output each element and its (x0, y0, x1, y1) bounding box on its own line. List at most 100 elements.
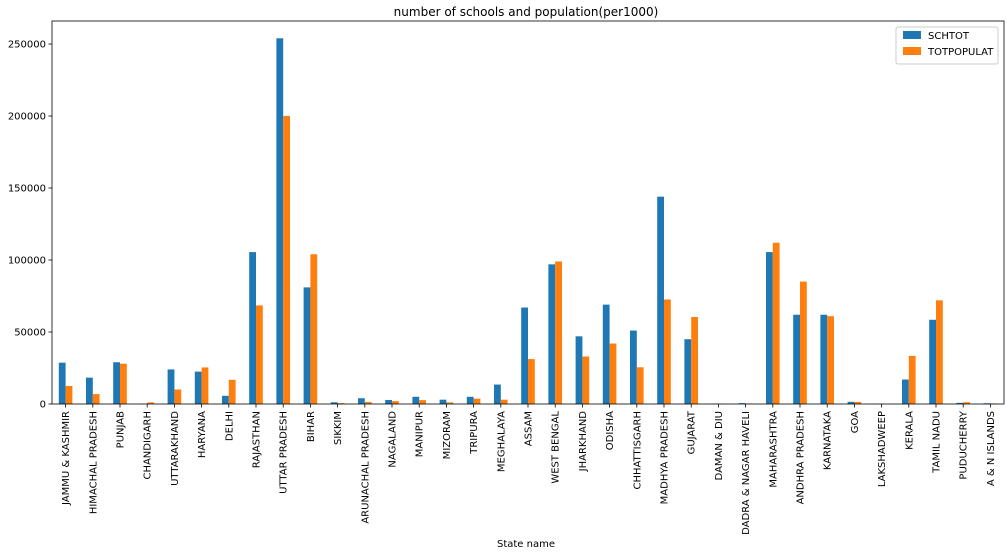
bar-totpopulat-14 (446, 402, 454, 404)
bar-totpopulat-26 (772, 242, 780, 404)
chart-title: number of schools and population(per1000… (394, 5, 659, 19)
bar-schtot-21 (630, 330, 637, 404)
x-axis: JAMMU & KASHMIR HIMACHAL PRADESH PUNJAB CHA… (61, 404, 997, 535)
bar-schtot-1 (86, 377, 93, 404)
plot-frame (51, 20, 1005, 405)
legend-label-schtot: SCHTOT (928, 31, 970, 42)
bar-totpopulat-18 (555, 261, 562, 404)
bar-totpopulat-0 (65, 386, 73, 404)
x-tick-label: GOA (850, 411, 861, 433)
bar-totpopulat-19 (582, 356, 590, 404)
x-tick-label: KARNATAKA (823, 411, 834, 470)
x-tick-label: JAMMU & KASHMIR (61, 411, 72, 506)
bar-totpopulat-2 (120, 363, 127, 404)
x-tick-label: MAHARASHTRA (768, 411, 779, 488)
bar-totpopulat-6 (228, 379, 236, 404)
x-tick-label: HARYANA (197, 411, 208, 458)
bar-schtot-29 (847, 401, 855, 404)
x-tick-label: ARUNACHAL PRADESH (360, 411, 371, 524)
bar-totpopulat-23 (691, 317, 698, 404)
bar-totpopulat-29 (854, 401, 862, 404)
legend-frame (895, 26, 999, 65)
bar-schtot-16 (494, 384, 501, 404)
legend-label-totpopulat: TOTPOPULAT (927, 47, 994, 58)
bar-schtot-0 (58, 362, 66, 404)
bar-schtot-28 (820, 314, 828, 404)
x-tick-label: WEST BENGAL (551, 411, 562, 484)
bar-totpopulat-13 (419, 400, 426, 404)
bar-totpopulat-20 (609, 343, 617, 404)
bar-totpopulat-32 (936, 300, 943, 404)
bar-schtot-31 (902, 379, 909, 404)
y-tick-label: 200000 (8, 112, 46, 123)
bar-schtot-20 (602, 304, 610, 404)
bar-schtot-7 (249, 252, 256, 404)
bar-schtot-2 (113, 362, 120, 404)
bar-schtot-4 (167, 369, 175, 404)
y-tick-label: 50000 (14, 328, 46, 339)
x-tick-label: SIKKIM (333, 411, 344, 445)
bar-schtot-8 (276, 38, 284, 404)
bar-schtot-22 (657, 196, 664, 404)
bar-totpopulat-12 (392, 401, 399, 404)
y-axis: 0 50000 100000 150000 200000 250000 (8, 40, 52, 411)
x-tick-label: HIMACHAL PRADESH (88, 411, 99, 514)
bar-totpopulat-15 (473, 398, 481, 404)
bar-schtot-26 (766, 252, 773, 404)
bar-totpopulat-22 (664, 299, 671, 404)
bar-schtot-9 (303, 287, 311, 404)
bar-totpopulat-17 (528, 359, 535, 404)
x-tick-label: BIHAR (306, 411, 317, 442)
bar-schtot-27 (793, 314, 800, 404)
x-tick-label: TRIPURA (469, 411, 480, 455)
bar-totpopulat-33 (963, 402, 970, 404)
bar-schtot-14 (439, 399, 447, 404)
bar-totpopulat-4 (174, 389, 182, 404)
x-tick-label: MEGHALAYA (496, 411, 507, 472)
bar-schtot-10 (330, 402, 338, 404)
bar-totpopulat-3 (147, 402, 154, 404)
bar-totpopulat-7 (256, 305, 263, 404)
bar-schtot-19 (575, 336, 583, 404)
x-tick-label: TAMIL NADU (932, 411, 943, 474)
bar-totpopulat-11 (364, 401, 372, 404)
y-tick-label: 0 (40, 400, 46, 411)
bar-schtot-13 (412, 396, 420, 404)
x-tick-label: LAKSHADWEEP (877, 411, 888, 487)
bar-schtot-33 (956, 402, 964, 404)
bar-totpopulat-8 (283, 116, 290, 404)
x-tick-label: ASSAM (524, 411, 535, 446)
x-tick-label: MIZORAM (442, 411, 453, 459)
legend-swatch-schtot (903, 31, 921, 39)
bar-totpopulat-1 (92, 394, 100, 404)
x-tick-label: NAGALAND (388, 411, 399, 468)
bar-schtot-18 (548, 264, 556, 404)
plot-area: 0 50000 100000 150000 200000 250000 JAMMU & K… (8, 20, 1005, 535)
bar-schtot-25 (738, 403, 746, 404)
x-tick-label: GUJARAT (687, 410, 698, 454)
x-tick-label: CHHATTISGARH (632, 411, 643, 489)
y-tick-label: 150000 (8, 184, 46, 195)
x-tick-label: RAJASTHAN (252, 411, 263, 468)
bar-totpopulat-28 (827, 316, 834, 404)
x-tick-label: PUDUCHERRY (959, 410, 970, 479)
bar-schtot-11 (358, 398, 365, 404)
x-axis-label: State name (497, 539, 555, 550)
bar-totpopulat-16 (500, 399, 508, 404)
bar-schtot-17 (521, 307, 528, 404)
x-tick-label: UTTARAKHAND (170, 411, 181, 486)
bar-totpopulat-9 (310, 254, 318, 404)
bar-schtot-5 (194, 371, 202, 404)
x-tick-label: DAMAN & DIU (714, 411, 725, 480)
x-tick-label: CHANDIGARH (143, 411, 154, 480)
x-tick-label: UTTAR PRADESH (279, 411, 290, 494)
x-tick-label: ODISHA (605, 411, 616, 450)
x-tick-label: MADHYA PRADESH (660, 411, 671, 504)
bars-group (58, 38, 998, 404)
x-tick-label: KERALA (904, 411, 915, 450)
bar-schtot-12 (385, 399, 392, 404)
x-tick-label: MANIPUR (415, 411, 426, 457)
bar-totpopulat-5 (201, 367, 209, 404)
x-tick-label: PUNJAB (116, 411, 127, 448)
